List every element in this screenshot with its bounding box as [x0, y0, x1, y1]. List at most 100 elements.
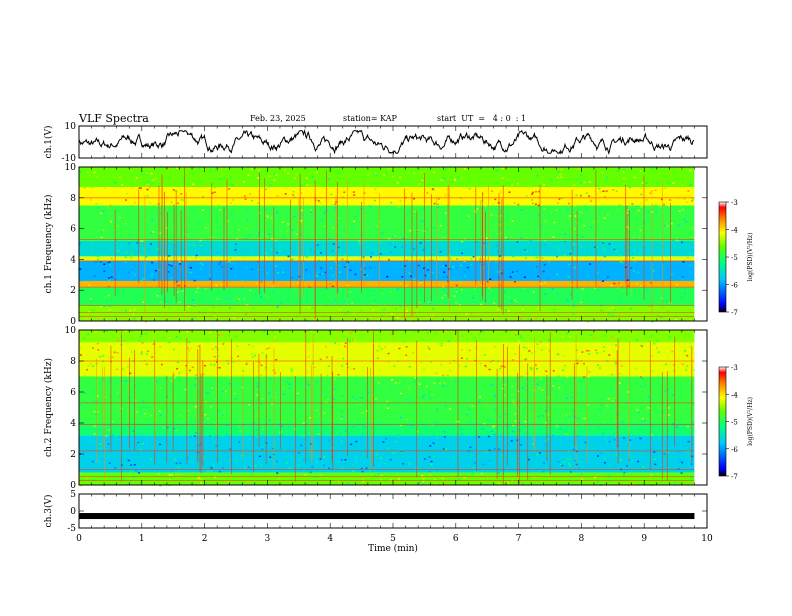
ch2-spectrogram-texture-cell — [307, 383, 310, 386]
ch2-spectrogram-texture-cell — [567, 434, 570, 436]
ch2-spectrogram-texture-cell — [158, 410, 161, 412]
ch2-spectrogram-texture-cell — [365, 387, 368, 390]
ch2-spectrogram-texture-cell — [209, 479, 212, 481]
ch2-spectrogram-texture-cell — [480, 355, 483, 357]
ch2-spectrogram-texture-cell — [150, 458, 153, 460]
ch2-spectrogram-texture-cell — [284, 418, 287, 420]
ch1-spectrogram-texture-cell — [386, 275, 389, 278]
ch2-spectrogram-texture-cell — [322, 420, 325, 423]
ch1-spectrogram-texture-cell — [548, 261, 551, 263]
ch1-spectrogram-texture-cell — [471, 297, 474, 299]
ch1-spectrogram-texture-cell — [531, 193, 534, 195]
ch1-spectrogram-texture-cell — [610, 284, 613, 287]
ch2-spectrogram-texture-cell — [253, 354, 256, 357]
ch2-spectrogram-texture-cell — [674, 482, 677, 484]
ch2-spectrogram-texture-cell — [105, 428, 108, 430]
ch1-spectrogram-texture-cell — [229, 202, 232, 204]
ch1-spectrogram-texture-cell — [202, 264, 205, 267]
ch2-spectrogram-texture-cell — [484, 364, 487, 367]
ch2-spectrogram-texture-cell — [323, 398, 326, 400]
ch2-spectrogram-texture-cell — [637, 460, 640, 463]
ch2-spectrogram-texture-cell — [560, 463, 563, 466]
ch1-spectrogram-texture-cell — [494, 225, 497, 228]
ch1-spectrogram-texture-cell — [257, 202, 260, 204]
ch2-spectrogram-texture-cell — [520, 336, 523, 339]
ch1-spectrogram-band — [79, 305, 695, 321]
ch2-spectrogram-texture-cell — [545, 439, 548, 442]
ch2-spectrogram-texture-cell — [142, 400, 145, 403]
ch1-spectrogram-texture-cell — [600, 309, 603, 312]
ch2-spectrogram-texture-cell — [491, 384, 494, 386]
ch2-spectrogram-texture-cell — [351, 483, 354, 486]
ch1-spectrogram-texture-cell — [89, 199, 92, 201]
ch1-spectrogram-texture-cell — [454, 216, 457, 218]
ch2-spectrogram-texture-cell — [593, 337, 596, 339]
ch2-spectrogram-texture-cell — [419, 481, 422, 484]
ch1-spectrogram-texture-cell — [212, 306, 215, 308]
ch1-spectrogram-texture-cell — [666, 225, 669, 227]
ch2-spectrogram-texture-cell — [640, 344, 643, 347]
ch1-spectrogram-texture-cell — [463, 271, 466, 273]
ch1-spectrogram-texture-cell — [412, 320, 415, 323]
ch2-spectrogram-texture-cell — [248, 452, 251, 455]
ch2-spectrogram-texture-cell — [408, 388, 411, 390]
ch2-spectrogram-texture-cell — [530, 368, 533, 371]
ch2-spectrogram-texture-cell — [606, 441, 609, 443]
ch2-spectrogram-texture-cell — [214, 476, 217, 478]
ch2-spectrogram-texture-cell — [328, 330, 331, 333]
ch1-spectrogram-texture-cell — [248, 297, 251, 299]
ch1-spectrogram-texture-cell — [153, 301, 156, 303]
ch2-spectrogram-texture-cell — [687, 450, 690, 453]
ch1-spectrogram-texture-cell — [498, 245, 501, 248]
ch2-spectrogram-texture-cell — [593, 476, 596, 479]
ch2-spectrogram-texture-cell — [142, 410, 145, 413]
ch1-spectrogram-texture-cell — [250, 234, 253, 236]
ch1-spectrogram-texture-cell — [637, 271, 640, 274]
ch2-spectrogram-texture-cell — [498, 416, 501, 418]
ch1-spectrogram-texture-cell — [432, 189, 435, 191]
ch2-spectrogram-texture-cell — [268, 419, 271, 421]
ch2-spectrogram-texture-cell — [190, 330, 193, 333]
ch1-spectrogram-texture-cell — [330, 183, 333, 186]
ch2-spectrogram-texture-cell — [251, 356, 254, 359]
ch1-spectrogram-texture-cell — [124, 310, 127, 312]
ch2-spectrogram-texture-cell — [85, 477, 88, 479]
ch1-spectrogram-texture-cell — [203, 299, 206, 302]
ch1-spectrogram-texture-cell — [602, 190, 605, 193]
ch2-spectrogram-texture-cell — [378, 473, 381, 475]
ch1-spectrogram-texture-cell — [392, 211, 395, 214]
ch2-spectrogram-texture-cell — [194, 377, 197, 379]
ch2-spectrogram-texture-cell — [481, 428, 484, 430]
ch2-spectrogram-band — [79, 342, 695, 377]
ch1-spectrogram-texture-cell — [261, 220, 264, 222]
ch1-spectrogram-texture-cell — [584, 297, 587, 299]
ch2-spectrogram-texture-cell — [262, 428, 265, 430]
ch1-spectrogram-texture-cell — [345, 295, 348, 298]
ch1-spectrogram-texture-cell — [150, 172, 153, 175]
ch2-spectrogram-texture-cell — [237, 425, 240, 428]
ch1-spectrogram-texture-cell — [460, 176, 463, 178]
ch1-spectrogram-texture-cell — [640, 187, 643, 190]
ch1-spectrogram-texture-cell — [82, 281, 85, 283]
ch2-spectrogram-texture-cell — [169, 477, 172, 480]
ch1-spectrogram-texture-cell — [157, 203, 160, 205]
ch1-spectrogram-texture-cell — [498, 169, 501, 172]
ch1-spectrogram-texture-cell — [615, 250, 618, 253]
ch2-spectrogram-texture-cell — [461, 433, 464, 436]
ch2-spectrogram-texture-cell — [101, 355, 104, 357]
ch1-spectrogram-texture-cell — [276, 306, 279, 309]
ch1-spectrogram-texture-cell — [349, 290, 352, 293]
ch2-spectrogram-texture-cell — [271, 330, 274, 333]
ch2-spectrogram-texture-cell — [647, 407, 650, 409]
ch1-spectrogram-texture-cell — [151, 273, 154, 276]
ch1-spectrogram-texture-cell — [125, 251, 128, 254]
ch1-spectrogram-texture-cell — [271, 171, 274, 174]
ch1-spectrogram-texture-cell — [377, 225, 380, 227]
ch1-spectrogram-texture-cell — [261, 248, 264, 251]
colorbar-ch2-tick-label: -5 — [731, 419, 738, 427]
ch1-spectrogram-texture-cell — [255, 282, 258, 285]
ch2-spectrogram-texture-cell — [270, 449, 273, 452]
ch1-spectrogram-texture-cell — [287, 223, 290, 225]
ch1-spectrogram-texture-cell — [310, 184, 313, 186]
